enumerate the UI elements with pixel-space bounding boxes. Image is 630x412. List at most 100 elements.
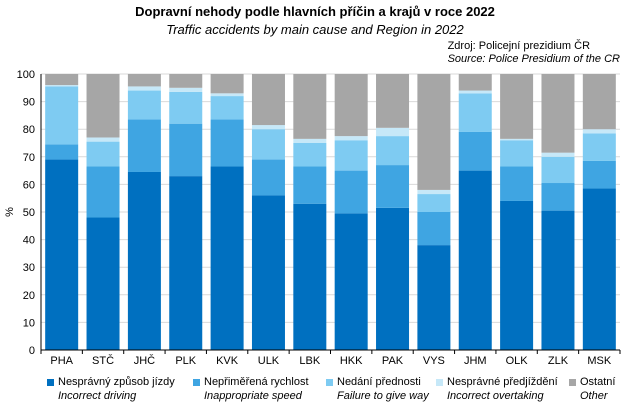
- y-tick-label-50: 50: [23, 207, 35, 219]
- bar-KVK-overtaking: [210, 93, 244, 97]
- y-tick-label-40: 40: [23, 235, 35, 247]
- legend-label-overtaking: Nesprávné předjíždění: [447, 376, 558, 388]
- bar-HKK-speed: [334, 170, 368, 214]
- bar-HKK-give_way: [334, 140, 368, 171]
- chart-title: Dopravní nehody podle hlavních příčin a …: [135, 4, 495, 19]
- bar-ULK-speed: [251, 159, 285, 196]
- bar-STČ-give_way: [86, 141, 120, 167]
- bar-OLK-other: [500, 74, 534, 139]
- bar-PHA-overtaking: [45, 85, 79, 87]
- bar-PHA-speed: [45, 144, 79, 160]
- bar-VYS-overtaking: [417, 189, 451, 195]
- y-tick-label-100: 100: [17, 69, 35, 81]
- bar-JHM-speed: [458, 131, 492, 171]
- bar-PLK-driving: [169, 176, 203, 350]
- bar-OLK-give_way: [500, 140, 534, 167]
- legend-label-en-give_way: Failure to give way: [337, 390, 429, 402]
- x-tick-label-ULK: ULK: [258, 355, 280, 367]
- y-tick-label-70: 70: [23, 152, 35, 164]
- bar-PAK-driving: [376, 207, 410, 350]
- bar-STČ-other: [86, 74, 120, 138]
- y-tick-label-60: 60: [23, 179, 35, 191]
- bar-KVK-give_way: [210, 96, 244, 120]
- bar-MSK-other: [582, 74, 616, 130]
- bar-VYS-driving: [417, 245, 451, 350]
- bar-PLK-overtaking: [169, 87, 203, 92]
- legend-label-speed: Nepřiměřená rychlost: [204, 376, 309, 388]
- legend-swatch-driving: [47, 379, 54, 386]
- bar-LBK-give_way: [293, 143, 327, 167]
- bar-MSK-overtaking: [582, 129, 616, 134]
- y-tick-label-80: 80: [23, 124, 35, 136]
- bar-HKK-overtaking: [334, 136, 368, 141]
- bar-KVK-driving: [210, 166, 244, 350]
- bar-ZLK-speed: [541, 183, 575, 211]
- bar-JHČ-overtaking: [127, 86, 161, 91]
- bar-OLK-driving: [500, 200, 534, 350]
- bar-ZLK-driving: [541, 210, 575, 350]
- legend-swatch-give_way: [326, 379, 333, 386]
- x-tick-label-OLK: OLK: [506, 355, 529, 367]
- x-tick-label-ZLK: ZLK: [548, 355, 569, 367]
- bar-KVK-speed: [210, 119, 244, 167]
- bar-ZLK-give_way: [541, 156, 575, 184]
- bar-JHM-give_way: [458, 93, 492, 132]
- y-tick-label-0: 0: [29, 345, 35, 357]
- y-axis-label: %: [4, 207, 16, 217]
- bar-JHM-driving: [458, 170, 492, 350]
- legend: Nesprávný způsob jízdy Incorrect driving N…: [0, 376, 630, 412]
- bar-MSK-speed: [582, 160, 616, 189]
- stacked-bar-chart: 0 10 20 30 40 50 60 70 80 90 100% PHA STČ JHČ PLK KVK UL…: [4, 69, 621, 367]
- x-tick-label-STČ: STČ: [92, 354, 114, 367]
- bar-PAK-speed: [376, 165, 410, 208]
- bar-HKK-driving: [334, 213, 368, 350]
- legend-label-driving: Nesprávný způsob jízdy: [58, 376, 175, 388]
- x-tick-label-MSK: MSK: [587, 355, 612, 367]
- bar-ZLK-other: [541, 74, 575, 153]
- x-tick-label-VYS: VYS: [423, 355, 445, 367]
- bar-PLK-give_way: [169, 91, 203, 124]
- bar-HKK-other: [334, 74, 368, 137]
- legend-label-other: Ostatní: [580, 376, 616, 388]
- bar-LBK-other: [293, 74, 327, 139]
- legend-label-en-driving: Incorrect driving: [58, 390, 137, 402]
- bar-ZLK-overtaking: [541, 152, 575, 157]
- bar-KVK-other: [210, 74, 244, 94]
- y-tick-label-20: 20: [23, 290, 35, 302]
- x-tick-label-LBK: LBK: [299, 355, 320, 367]
- bar-PAK-other: [376, 74, 410, 128]
- source-note: Zdroj: Policejní prezidium ČR Source: Po…: [448, 40, 620, 66]
- legend-label-give_way: Nedání přednosti: [337, 376, 421, 388]
- bar-ULK-other: [251, 74, 285, 126]
- bar-VYS-give_way: [417, 194, 451, 212]
- bar-MSK-give_way: [582, 133, 616, 161]
- x-tick-label-PAK: PAK: [382, 355, 404, 367]
- bar-LBK-speed: [293, 166, 327, 204]
- bar-STČ-overtaking: [86, 137, 120, 142]
- x-tick-label-HKK: HKK: [340, 355, 363, 367]
- bar-MSK-driving: [582, 188, 616, 350]
- bar-LBK-overtaking: [293, 138, 327, 143]
- bar-JHM-overtaking: [458, 90, 492, 94]
- x-tick-label-JHČ: JHČ: [134, 354, 155, 367]
- bar-ULK-overtaking: [251, 125, 285, 130]
- legend-label-en-speed: Inappropriate speed: [204, 390, 302, 402]
- bar-PHA-give_way: [45, 86, 79, 145]
- x-tick-label-PHA: PHA: [50, 355, 73, 367]
- bar-PHA-driving: [45, 159, 79, 350]
- bar-PHA-other: [45, 74, 79, 86]
- bar-LBK-driving: [293, 203, 327, 350]
- bar-STČ-driving: [86, 217, 120, 350]
- x-tick-label-JHM: JHM: [464, 355, 487, 367]
- bar-JHČ-other: [127, 74, 161, 87]
- bar-JHM-other: [458, 74, 492, 91]
- bar-PAK-overtaking: [376, 127, 410, 137]
- bar-VYS-other: [417, 74, 451, 190]
- bar-JHČ-give_way: [127, 90, 161, 120]
- x-tick-label-PLK: PLK: [175, 355, 196, 367]
- bar-ULK-driving: [251, 195, 285, 350]
- bar-JHČ-speed: [127, 119, 161, 172]
- bar-OLK-overtaking: [500, 138, 534, 141]
- bar-PLK-other: [169, 74, 203, 88]
- x-tick-label-KVK: KVK: [216, 355, 239, 367]
